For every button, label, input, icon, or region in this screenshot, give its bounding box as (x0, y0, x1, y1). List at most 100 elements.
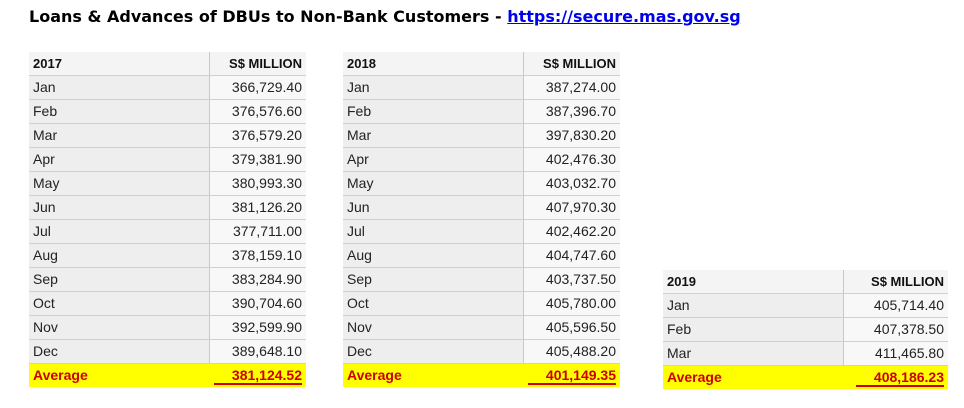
table-row: Jul 402,462.20 (343, 219, 620, 244)
value-cell: 407,378.50 (843, 317, 948, 342)
table-row: Apr 402,476.30 (343, 147, 620, 172)
value-cell: 405,780.00 (523, 291, 620, 316)
month-cell: Dec (29, 339, 210, 364)
table-row: Apr 379,381.90 (29, 147, 306, 172)
page-title: Loans & Advances of DBUs to Non-Bank Cus… (29, 7, 741, 26)
table-row: May 403,032.70 (343, 171, 620, 196)
value-cell: 366,729.40 (209, 75, 306, 100)
month-cell: Jul (29, 219, 210, 244)
average-value: 408,186.23 (843, 365, 948, 389)
table-row: Mar 376,579.20 (29, 123, 306, 148)
table-row: Feb 376,576.60 (29, 99, 306, 124)
average-label: Average (29, 363, 210, 387)
table-row: Nov 405,596.50 (343, 315, 620, 340)
table-row: Jun 381,126.20 (29, 195, 306, 220)
month-cell: Jun (343, 195, 524, 220)
value-cell: 379,381.90 (209, 147, 306, 172)
month-cell: Jan (343, 75, 524, 100)
average-row: Average 401,149.35 (343, 363, 620, 387)
average-row: Average 381,124.52 (29, 363, 306, 387)
month-cell: Jan (663, 293, 844, 318)
value-cell: 402,476.30 (523, 147, 620, 172)
value-cell: 405,596.50 (523, 315, 620, 340)
month-cell: Feb (663, 317, 844, 342)
month-cell: Oct (343, 291, 524, 316)
table-2018: 2018 S$ MILLION Jan 387,274.00 Feb 387,396.70… (343, 52, 620, 387)
table-header-row: 2018 S$ MILLION (343, 52, 620, 76)
table-2017: 2017 S$ MILLION Jan 366,729.40 Feb 376,576.60… (29, 52, 306, 387)
value-cell: 407,970.30 (523, 195, 620, 220)
average-value: 401,149.35 (523, 363, 620, 387)
value-cell: 404,747.60 (523, 243, 620, 268)
month-cell: Apr (29, 147, 210, 172)
value-cell: 387,274.00 (523, 75, 620, 100)
value-cell: 383,284.90 (209, 267, 306, 292)
source-link[interactable]: https://secure.mas.gov.sg (507, 7, 741, 26)
month-cell: Sep (343, 267, 524, 292)
average-row: Average 408,186.23 (663, 365, 948, 389)
value-cell: 405,714.40 (843, 293, 948, 318)
table-row: Sep 383,284.90 (29, 267, 306, 292)
average-value: 381,124.52 (209, 363, 306, 387)
value-cell: 403,032.70 (523, 171, 620, 196)
month-cell: Aug (343, 243, 524, 268)
value-cell: 376,576.60 (209, 99, 306, 124)
title-text: Loans & Advances of DBUs to Non-Bank Cus… (29, 7, 508, 26)
month-cell: Sep (29, 267, 210, 292)
table-row: Mar 397,830.20 (343, 123, 620, 148)
table-row: Dec 405,488.20 (343, 339, 620, 364)
table-row: Jan 387,274.00 (343, 75, 620, 100)
month-cell: Jun (29, 195, 210, 220)
value-cell: 377,711.00 (209, 219, 306, 244)
table-row: May 380,993.30 (29, 171, 306, 196)
year-header: 2019 (663, 270, 844, 294)
table-row: Aug 404,747.60 (343, 243, 620, 268)
value-cell: 389,648.10 (209, 339, 306, 364)
table-header-row: 2019 S$ MILLION (663, 270, 948, 294)
table-row: Dec 389,648.10 (29, 339, 306, 364)
month-cell: Nov (29, 315, 210, 340)
table-row: Oct 390,704.60 (29, 291, 306, 316)
value-cell: 381,126.20 (209, 195, 306, 220)
table-row: Sep 403,737.50 (343, 267, 620, 292)
value-cell: 411,465.80 (843, 341, 948, 366)
value-cell: 390,704.60 (209, 291, 306, 316)
month-cell: Mar (663, 341, 844, 366)
table-row: Jan 405,714.40 (663, 293, 948, 318)
value-cell: 376,579.20 (209, 123, 306, 148)
month-cell: Aug (29, 243, 210, 268)
table-2019: 2019 S$ MILLION Jan 405,714.40 Feb 407,378.50… (663, 270, 948, 389)
month-cell: May (343, 171, 524, 196)
table-row: Aug 378,159.10 (29, 243, 306, 268)
month-cell: Mar (29, 123, 210, 148)
unit-header: S$ MILLION (843, 270, 948, 294)
table-row: Nov 392,599.90 (29, 315, 306, 340)
month-cell: May (29, 171, 210, 196)
month-cell: Jan (29, 75, 210, 100)
value-cell: 392,599.90 (209, 315, 306, 340)
average-label: Average (663, 365, 844, 389)
table-row: Oct 405,780.00 (343, 291, 620, 316)
average-value-value: 401,149.35 (527, 367, 616, 385)
value-cell: 387,396.70 (523, 99, 620, 124)
average-value-value: 408,186.23 (855, 369, 944, 387)
month-cell: Jul (343, 219, 524, 244)
table-row: Jul 377,711.00 (29, 219, 306, 244)
value-cell: 397,830.20 (523, 123, 620, 148)
unit-header: S$ MILLION (209, 52, 306, 76)
month-cell: Mar (343, 123, 524, 148)
table-row: Feb 387,396.70 (343, 99, 620, 124)
year-header: 2018 (343, 52, 524, 76)
unit-header: S$ MILLION (523, 52, 620, 76)
table-row: Feb 407,378.50 (663, 317, 948, 342)
value-cell: 378,159.10 (209, 243, 306, 268)
average-value-value: 381,124.52 (213, 367, 302, 385)
value-cell: 405,488.20 (523, 339, 620, 364)
month-cell: Dec (343, 339, 524, 364)
year-header: 2017 (29, 52, 210, 76)
table-row: Jun 407,970.30 (343, 195, 620, 220)
month-cell: Apr (343, 147, 524, 172)
month-cell: Feb (343, 99, 524, 124)
table-header-row: 2017 S$ MILLION (29, 52, 306, 76)
month-cell: Nov (343, 315, 524, 340)
